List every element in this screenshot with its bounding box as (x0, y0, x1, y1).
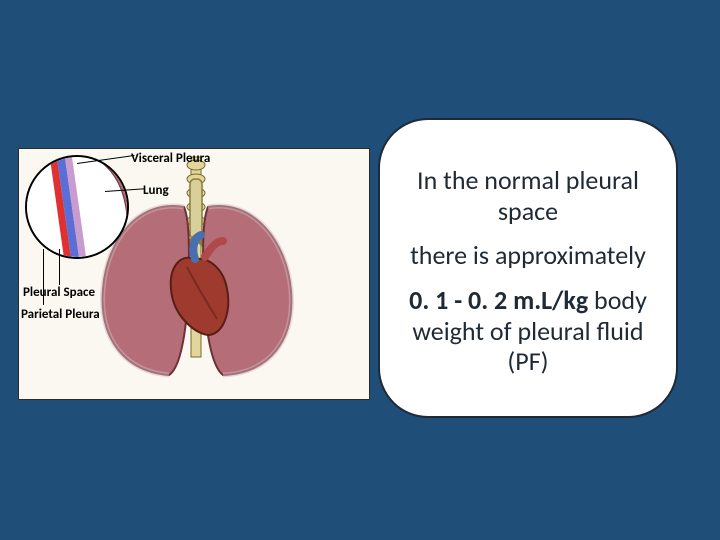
label-pleural-space: Pleural Space (23, 285, 95, 300)
bubble-line1: In the normal pleural space (402, 165, 654, 226)
bubble-line3-bold: 0. 1 - 0. 2 m.L/kg (409, 284, 588, 316)
leader-pleural-space (59, 249, 60, 285)
bubble-line2: there is approximately (402, 240, 654, 271)
text-bubble: In the normal pleural space there is app… (378, 118, 678, 418)
inset-svg (27, 157, 127, 257)
pleura-diagram: Visceral Pleura Lung Pleural Space Parie… (18, 148, 370, 400)
label-parietal-pleura: Parietal Pleura (21, 307, 100, 322)
slide: Visceral Pleura Lung Pleural Space Parie… (0, 0, 720, 540)
label-lung: Lung (143, 183, 169, 198)
bubble-line3: 0. 1 - 0. 2 m.L/kg body weight of pleura… (402, 285, 654, 377)
inset-magnifier (25, 155, 129, 259)
label-visceral-pleura: Visceral Pleura (131, 151, 210, 166)
